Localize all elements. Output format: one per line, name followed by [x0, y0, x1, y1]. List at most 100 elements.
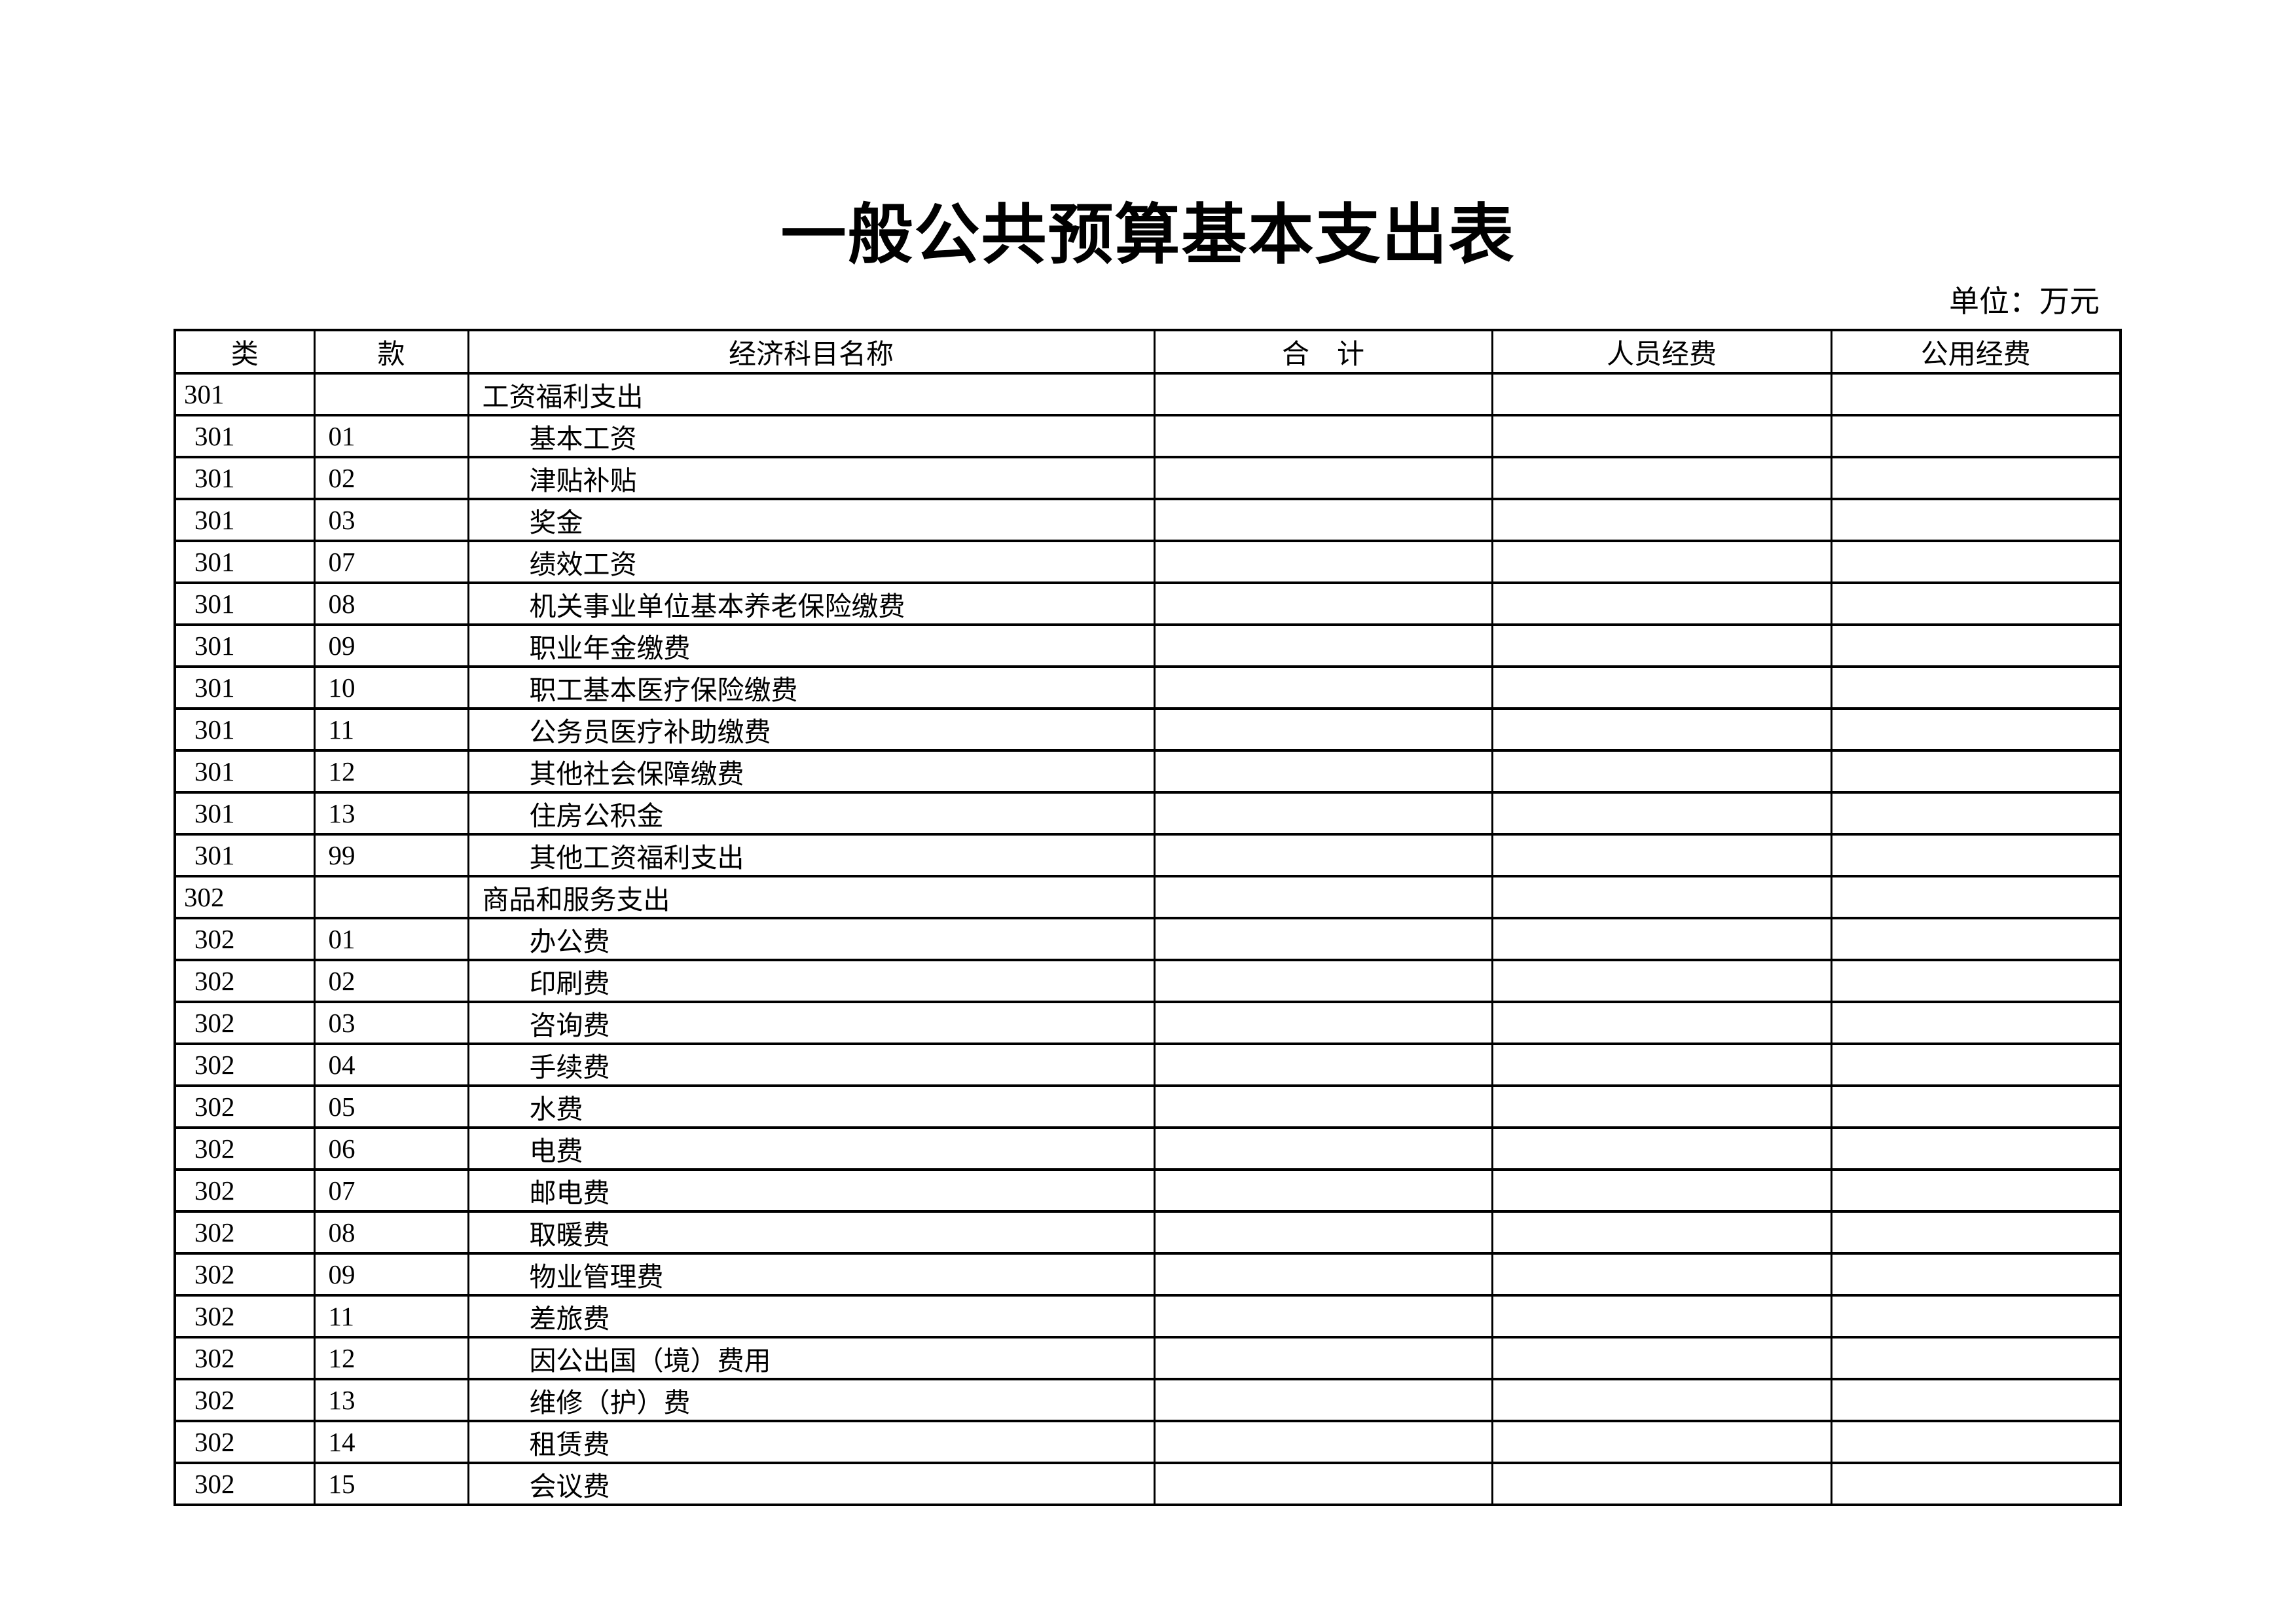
table-row: 302 03 咨询费: [173, 1001, 2122, 1045]
cell-category: 301: [173, 665, 316, 710]
cell-total: [1153, 833, 1493, 877]
cell-name: 维修（护）费: [467, 1378, 1156, 1422]
cell-item: 14: [313, 1420, 469, 1464]
cell-category: 301: [173, 791, 316, 836]
cell-category: 302: [173, 1001, 316, 1045]
cell-public: [1830, 1210, 2122, 1255]
cell-category: 302: [173, 1462, 316, 1506]
cell-public: [1830, 1126, 2122, 1171]
cell-category: 301: [173, 707, 316, 752]
cell-item: 06: [313, 1126, 469, 1171]
cell-personnel: [1491, 749, 1832, 794]
table-row: 302 07 邮电费: [173, 1168, 2122, 1213]
cell-category: 301: [173, 833, 316, 877]
cell-total: [1153, 665, 1493, 710]
cell-public: [1830, 833, 2122, 877]
cell-total: [1153, 414, 1493, 458]
budget-table-body: 301 工资福利支出 301 01 基本工资 301 02 津贴补贴 301 0…: [173, 372, 2122, 1506]
table-row: 302 12 因公出国（境）费用: [173, 1336, 2122, 1380]
col-header-personnel: 人员经费: [1491, 329, 1832, 375]
cell-item: 09: [313, 623, 469, 668]
table-row: 302 05 水费: [173, 1084, 2122, 1129]
cell-category: 302: [173, 1084, 316, 1129]
cell-item: 01: [313, 414, 469, 458]
cell-item: 02: [313, 959, 469, 1003]
cell-name: 物业管理费: [467, 1252, 1156, 1297]
cell-public: [1830, 1168, 2122, 1213]
cell-name: 邮电费: [467, 1168, 1156, 1213]
cell-personnel: [1491, 917, 1832, 961]
cell-category: 301: [173, 623, 316, 668]
cell-total: [1153, 1168, 1493, 1213]
unit-label: 单位：万元: [1949, 285, 2100, 318]
table-row: 301 12 其他社会保障缴费: [173, 749, 2122, 794]
cell-item: 02: [313, 456, 469, 500]
cell-category: 301: [173, 581, 316, 626]
cell-total: [1153, 1294, 1493, 1338]
cell-total: [1153, 1462, 1493, 1506]
col-header-public: 公用经费: [1830, 329, 2122, 375]
cell-public: [1830, 1084, 2122, 1129]
table-row: 302 13 维修（护）费: [173, 1378, 2122, 1422]
cell-personnel: [1491, 707, 1832, 752]
cell-item: [313, 372, 469, 416]
cell-item: 01: [313, 917, 469, 961]
cell-public: [1830, 875, 2122, 919]
cell-category: 301: [173, 540, 316, 584]
col-header-category: 类: [173, 329, 316, 375]
cell-public: [1830, 414, 2122, 458]
cell-total: [1153, 1210, 1493, 1255]
table-row: 301 01 基本工资: [173, 414, 2122, 458]
cell-public: [1830, 1378, 2122, 1422]
cell-public: [1830, 707, 2122, 752]
cell-total: [1153, 498, 1493, 542]
cell-item: 13: [313, 1378, 469, 1422]
cell-public: [1830, 456, 2122, 500]
col-header-name: 经济科目名称: [467, 329, 1156, 375]
cell-name: 电费: [467, 1126, 1156, 1171]
cell-category: 302: [173, 917, 316, 961]
table-row: 301 99 其他工资福利支出: [173, 833, 2122, 877]
col-header-item: 款: [313, 329, 469, 375]
cell-name: 手续费: [467, 1043, 1156, 1087]
table-row: 301 11 公务员医疗补助缴费: [173, 707, 2122, 752]
cell-total: [1153, 1043, 1493, 1087]
table-row: 301 10 职工基本医疗保险缴费: [173, 665, 2122, 710]
cell-total: [1153, 875, 1493, 919]
cell-total: [1153, 372, 1493, 416]
cell-total: [1153, 1420, 1493, 1464]
cell-public: [1830, 749, 2122, 794]
cell-total: [1153, 581, 1493, 626]
header-row: 类 款 经济科目名称 合 计 人员经费 公用经费: [173, 329, 2122, 375]
cell-personnel: [1491, 1168, 1832, 1213]
cell-item: 07: [313, 540, 469, 584]
cell-public: [1830, 623, 2122, 668]
cell-category: 301: [173, 456, 316, 500]
cell-total: [1153, 959, 1493, 1003]
cell-name: 绩效工资: [467, 540, 1156, 584]
cell-personnel: [1491, 1462, 1832, 1506]
cell-item: 07: [313, 1168, 469, 1213]
cell-total: [1153, 1378, 1493, 1422]
cell-total: [1153, 456, 1493, 500]
cell-category: 302: [173, 1126, 316, 1171]
cell-name: 职工基本医疗保险缴费: [467, 665, 1156, 710]
table-row: 301 07 绩效工资: [173, 540, 2122, 584]
cell-category: 301: [173, 749, 316, 794]
cell-name: 差旅费: [467, 1294, 1156, 1338]
cell-category: 302: [173, 1420, 316, 1464]
cell-name: 工资福利支出: [467, 372, 1156, 416]
cell-personnel: [1491, 456, 1832, 500]
cell-item: 15: [313, 1462, 469, 1506]
cell-name: 住房公积金: [467, 791, 1156, 836]
cell-item: 12: [313, 749, 469, 794]
cell-item: 08: [313, 581, 469, 626]
cell-item: 03: [313, 498, 469, 542]
cell-public: [1830, 1252, 2122, 1297]
table-row: 302 商品和服务支出: [173, 875, 2122, 919]
table-row: 302 06 电费: [173, 1126, 2122, 1171]
cell-item: 10: [313, 665, 469, 710]
cell-category: 302: [173, 1294, 316, 1338]
cell-personnel: [1491, 372, 1832, 416]
cell-public: [1830, 959, 2122, 1003]
